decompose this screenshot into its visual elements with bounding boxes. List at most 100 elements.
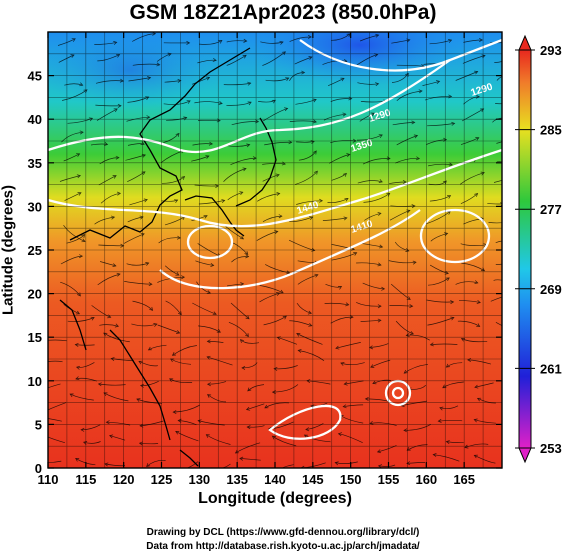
streamline (496, 161, 502, 163)
streamline-arrow (413, 134, 419, 139)
y-ticks: 0 5 10 15 20 25 30 35 40 45 (28, 69, 502, 476)
streamline-arrow (79, 130, 84, 135)
streamline (357, 180, 383, 184)
streamline (129, 199, 148, 206)
streamline-arrow (372, 380, 377, 385)
y-tick-label: 15 (28, 330, 42, 345)
streamline-arrow (176, 330, 181, 334)
streamline-arrow (116, 272, 121, 277)
streamline-arrow (175, 272, 180, 276)
streamline-arrow (112, 263, 117, 268)
streamline-arrow (206, 339, 211, 344)
colorbar-tick-label: 285 (540, 123, 562, 138)
streamline (124, 281, 152, 285)
streamline (247, 384, 265, 392)
grid (48, 32, 502, 468)
streamline-arrow (149, 306, 154, 311)
streamline-arrow (77, 192, 82, 196)
streamline (90, 143, 108, 146)
streamline-arrow (506, 116, 509, 119)
streamline (48, 418, 62, 422)
streamline-arrow (409, 331, 414, 335)
streamline-arrow (218, 40, 223, 44)
streamline (474, 454, 496, 464)
streamline (75, 458, 96, 466)
streamline-arrow (147, 346, 153, 351)
streamline (164, 80, 181, 83)
streamline-arrow (337, 286, 343, 290)
streamline-arrow (307, 34, 312, 39)
streamline-arrow (177, 311, 182, 316)
streamline (231, 121, 259, 126)
streamline-arrow (377, 464, 383, 468)
streamline (226, 40, 247, 43)
streamline (492, 117, 502, 123)
streamline (67, 317, 95, 322)
streamline-arrow (239, 191, 244, 196)
streamline-arrow (75, 376, 80, 381)
streamline-arrow (343, 216, 348, 221)
streamline-arrow (245, 406, 251, 411)
streamline (60, 281, 81, 297)
streamline-arrow (113, 41, 118, 45)
streamline-arrow (509, 220, 512, 223)
streamline-arrow (105, 420, 110, 425)
y-tick-label: 10 (28, 374, 42, 389)
streamline-arrow (418, 89, 423, 94)
streamline (355, 54, 378, 66)
streamline-arrow (480, 171, 485, 176)
streamline (429, 39, 452, 45)
streamline (335, 342, 361, 349)
streamline (495, 321, 502, 327)
streamline (83, 441, 101, 444)
streamline-arrow (301, 70, 306, 75)
streamline (395, 320, 414, 335)
streamline-arrow (448, 39, 453, 43)
streamline (493, 279, 502, 281)
streamline (338, 433, 363, 444)
streamline-arrow (43, 360, 46, 363)
streamline (95, 104, 122, 107)
streamline-arrow (334, 461, 339, 466)
streamline (369, 343, 389, 348)
streamline-arrow (337, 432, 343, 437)
streamline-arrow (303, 434, 309, 439)
streamline-arrow (271, 390, 276, 395)
streamline-arrow (406, 296, 411, 300)
streamline-arrow (378, 179, 383, 183)
x-axis-label: Longitude (degrees) (198, 490, 352, 507)
streamline (226, 55, 247, 66)
streamline (230, 302, 250, 320)
x-tick-label: 165 (453, 472, 475, 487)
streamline (322, 60, 347, 65)
streamline (94, 41, 117, 45)
streamline (289, 216, 313, 222)
streamline-arrow (210, 263, 215, 268)
streamline (126, 116, 150, 122)
streamline-arrow (353, 252, 358, 256)
streamline-arrow (79, 82, 84, 87)
streamline (356, 302, 382, 307)
streamline (60, 255, 83, 265)
streamline (164, 265, 180, 276)
streamline (296, 303, 312, 314)
streamline (66, 234, 85, 244)
streamline (457, 320, 480, 327)
streamline (495, 263, 502, 265)
streamline (194, 184, 219, 187)
streamline (95, 80, 124, 84)
streamline-arrow (146, 463, 151, 467)
streamline-arrow (246, 425, 251, 430)
streamline-arrow (245, 254, 250, 259)
streamline (461, 262, 485, 272)
streamline (496, 76, 502, 81)
streamline-arrow (379, 244, 384, 249)
streamline (427, 123, 455, 127)
streamline (464, 443, 489, 448)
streamline-arrow (274, 230, 279, 234)
streamline (98, 244, 124, 247)
streamline-arrow (307, 310, 313, 315)
streamline-arrow (406, 461, 411, 466)
streamline (246, 403, 265, 411)
streamline-arrow (212, 58, 217, 62)
